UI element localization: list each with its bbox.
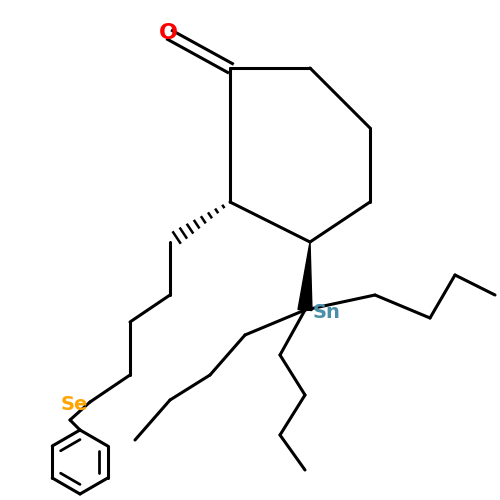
- Text: Se: Se: [60, 394, 88, 413]
- Polygon shape: [298, 242, 312, 310]
- Text: O: O: [158, 23, 178, 43]
- Text: Sn: Sn: [313, 302, 341, 322]
